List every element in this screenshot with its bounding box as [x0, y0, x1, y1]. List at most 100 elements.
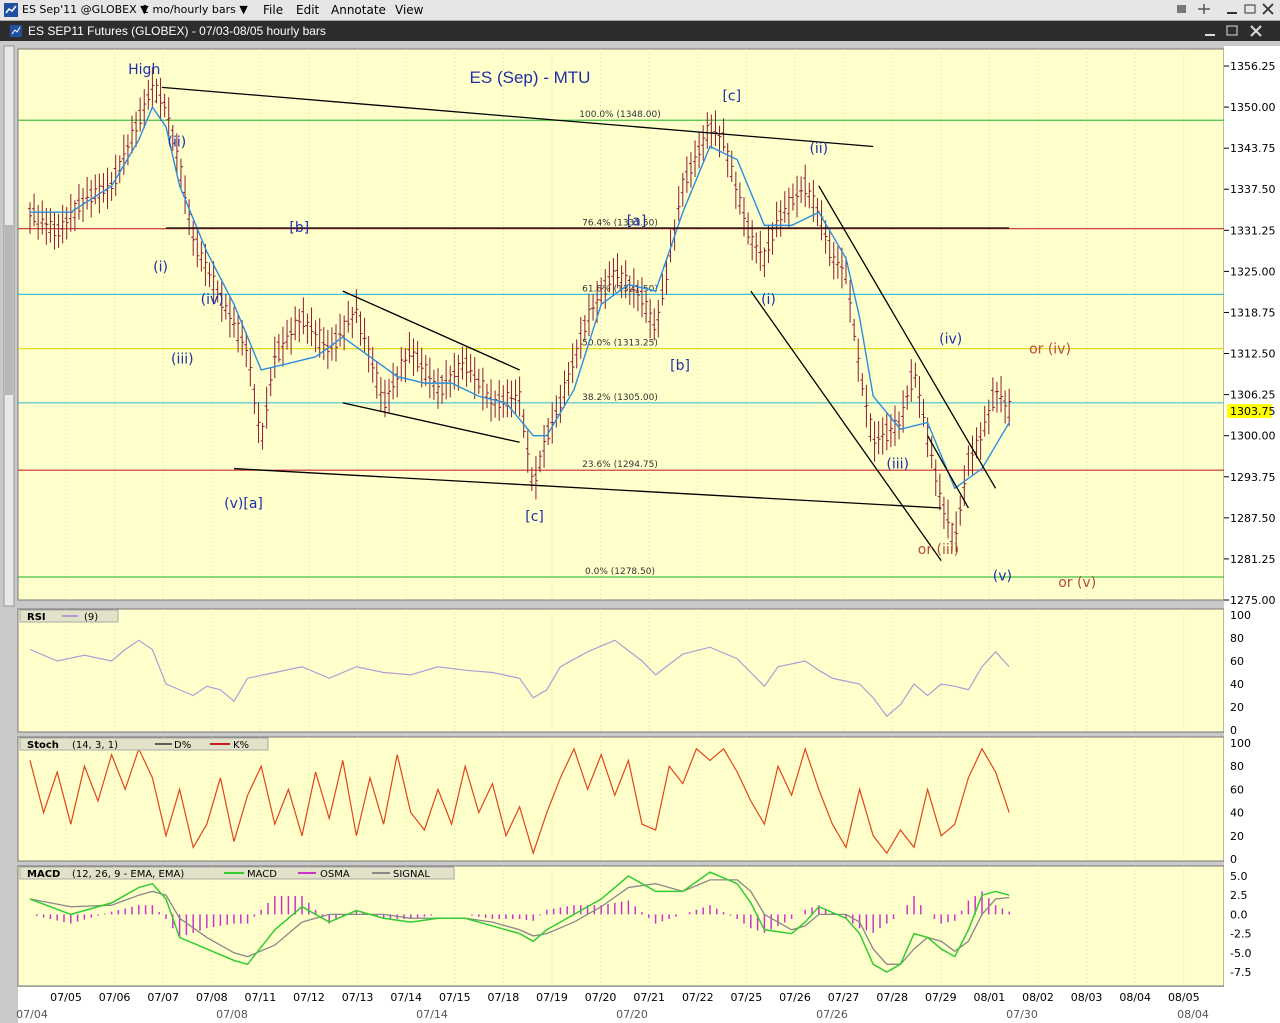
- x-tick-label: 07/25: [731, 991, 763, 1004]
- trendline: [750, 290, 942, 561]
- chart-area: 07/05 07/06 07/07 07/08 07/11 07/12 07/13 07/14…: [0, 41, 1280, 1023]
- x-tick-label: 07/22: [682, 991, 714, 1004]
- x-major-tick-label: 07/08: [216, 1008, 248, 1021]
- y-tick-label: 40: [1230, 678, 1244, 691]
- trendline: [342, 290, 520, 371]
- y-tick-label: -7.5: [1230, 966, 1251, 979]
- fib-level-label: 23.6% (1294.75): [582, 460, 658, 470]
- last-price-label: 1303.75: [1230, 405, 1276, 418]
- wave-label: [a]: [627, 213, 647, 229]
- window-close-icon[interactable]: [1249, 24, 1263, 41]
- x-tick-label: 07/14: [390, 991, 422, 1004]
- y-tick-label: 80: [1230, 760, 1244, 773]
- y-tick-label: 1306.25: [1230, 389, 1276, 402]
- scrollbar-thumb: [5, 225, 13, 395]
- chevron-down-icon: ▼: [140, 3, 149, 16]
- wave-label: or (v): [1058, 575, 1096, 591]
- menu-view[interactable]: View: [395, 3, 424, 17]
- right-axis-strip: [1224, 46, 1280, 991]
- x-tick-label: 07/07: [147, 991, 179, 1004]
- y-tick-label: 60: [1230, 655, 1244, 668]
- x-tick-label: 07/06: [99, 991, 131, 1004]
- x-tick-label: 07/08: [196, 991, 228, 1004]
- x-tick-label: 07/29: [925, 991, 957, 1004]
- menu-annotate[interactable]: Annotate: [331, 3, 386, 17]
- x-tick-label: 07/13: [342, 991, 374, 1004]
- fib-level-label: 38.2% (1305.00): [582, 393, 658, 403]
- wave-label: [c]: [525, 509, 544, 525]
- y-tick-label: 100: [1230, 737, 1251, 750]
- y-tick-label: 100: [1230, 609, 1251, 622]
- stoch-panel: [17, 736, 1225, 862]
- y-tick-label: 1312.50: [1230, 348, 1276, 361]
- tools-icon[interactable]: [1174, 2, 1190, 16]
- y-tick-label: 1287.50: [1230, 512, 1276, 525]
- menu-file[interactable]: File: [263, 3, 284, 17]
- x-tick-label: 07/19: [536, 991, 568, 1004]
- x-tick-label: 08/02: [1022, 991, 1054, 1004]
- tile-icon[interactable]: [1196, 2, 1212, 16]
- x-major-tick-label: 07/30: [1006, 1008, 1038, 1021]
- app-logo-icon: [4, 3, 18, 20]
- wave-label: (v): [993, 568, 1012, 584]
- stoch-label: Stoch: [27, 740, 59, 751]
- x-tick-label: 07/26: [779, 991, 811, 1004]
- y-tick-label: 1318.75: [1230, 306, 1276, 319]
- y-tick-label: 1331.25: [1230, 224, 1276, 237]
- macd-label: MACD: [27, 869, 60, 880]
- y-tick-label: 20: [1230, 701, 1244, 714]
- y-tick-label: 1281.25: [1230, 553, 1276, 566]
- fib-level-label: 100.0% (1348.00): [579, 110, 660, 120]
- fib-level-label: 76.4% (1331.50): [582, 219, 658, 229]
- x-tick-label: 08/04: [1119, 991, 1151, 1004]
- macd-params: (12, 26, 9 - EMA, EMA): [72, 869, 184, 880]
- restore-icon[interactable]: [1242, 2, 1258, 16]
- wave-label: [c]: [722, 89, 741, 105]
- y-tick-label: 1325.00: [1230, 265, 1276, 278]
- window-title: ES SEP11 Futures (GLOBEX) - 07/03-08/05 …: [28, 24, 326, 38]
- k-label: K%: [233, 740, 249, 751]
- osma-legend-label: OSMA: [320, 869, 350, 880]
- y-tick-label: 0.0: [1230, 908, 1248, 921]
- x-major-tick-label: 07/04: [16, 1008, 48, 1021]
- x-tick-label: 07/20: [585, 991, 617, 1004]
- macd-line: [29, 871, 1010, 973]
- y-tick-label: 1350.00: [1230, 101, 1276, 114]
- window-restore-icon[interactable]: [1225, 24, 1239, 41]
- y-tick-label: 20: [1230, 830, 1244, 843]
- trendline: [342, 402, 520, 443]
- x-major-tick-label: 07/14: [416, 1008, 448, 1021]
- x-tick-label: 07/11: [245, 991, 277, 1004]
- period-selector[interactable]: 1 mo/hourly bars ▼: [142, 3, 248, 16]
- wave-label: [b]: [289, 220, 309, 236]
- x-tick-label: 07/27: [828, 991, 860, 1004]
- price-panel: [17, 48, 1225, 601]
- wave-label: or (iii): [918, 542, 959, 558]
- menu-bar: ES Sep'11 @GLOBEX ▼ 1 mo/hourly bars ▼ F…: [0, 0, 1280, 21]
- macd-legend-label: MACD: [247, 869, 277, 880]
- window-icon: [10, 25, 22, 40]
- minimize-icon[interactable]: [1224, 2, 1240, 16]
- trendline: [233, 467, 942, 509]
- y-tick-label: 40: [1230, 807, 1244, 820]
- stoch-line: [29, 746, 1010, 856]
- menu-edit[interactable]: Edit: [296, 3, 320, 17]
- macd-panel: [17, 865, 1225, 987]
- x-tick-label: 07/15: [439, 991, 471, 1004]
- rsi-params: (9): [84, 612, 98, 623]
- wave-label: (iii): [171, 351, 194, 367]
- x-tick-label: 07/05: [50, 991, 82, 1004]
- candles: [28, 67, 1012, 553]
- fib-level-label: 0.0% (1278.50): [585, 567, 655, 577]
- y-tick-label: 0: [1230, 724, 1237, 737]
- window-minimize-icon[interactable]: [1203, 24, 1217, 41]
- x-major-tick-label: 07/20: [616, 1008, 648, 1021]
- x-major-tick-label: 08/04: [1177, 1008, 1209, 1021]
- wave-label: (v)[a]: [224, 496, 263, 512]
- moving-average-line: [30, 105, 1010, 490]
- close-icon[interactable]: [1260, 2, 1276, 16]
- wave-label: (iv): [201, 292, 224, 308]
- wave-label: (ii): [168, 135, 187, 151]
- rsi-label: RSI: [27, 612, 46, 623]
- symbol-selector[interactable]: ES Sep'11 @GLOBEX ▼: [22, 3, 149, 16]
